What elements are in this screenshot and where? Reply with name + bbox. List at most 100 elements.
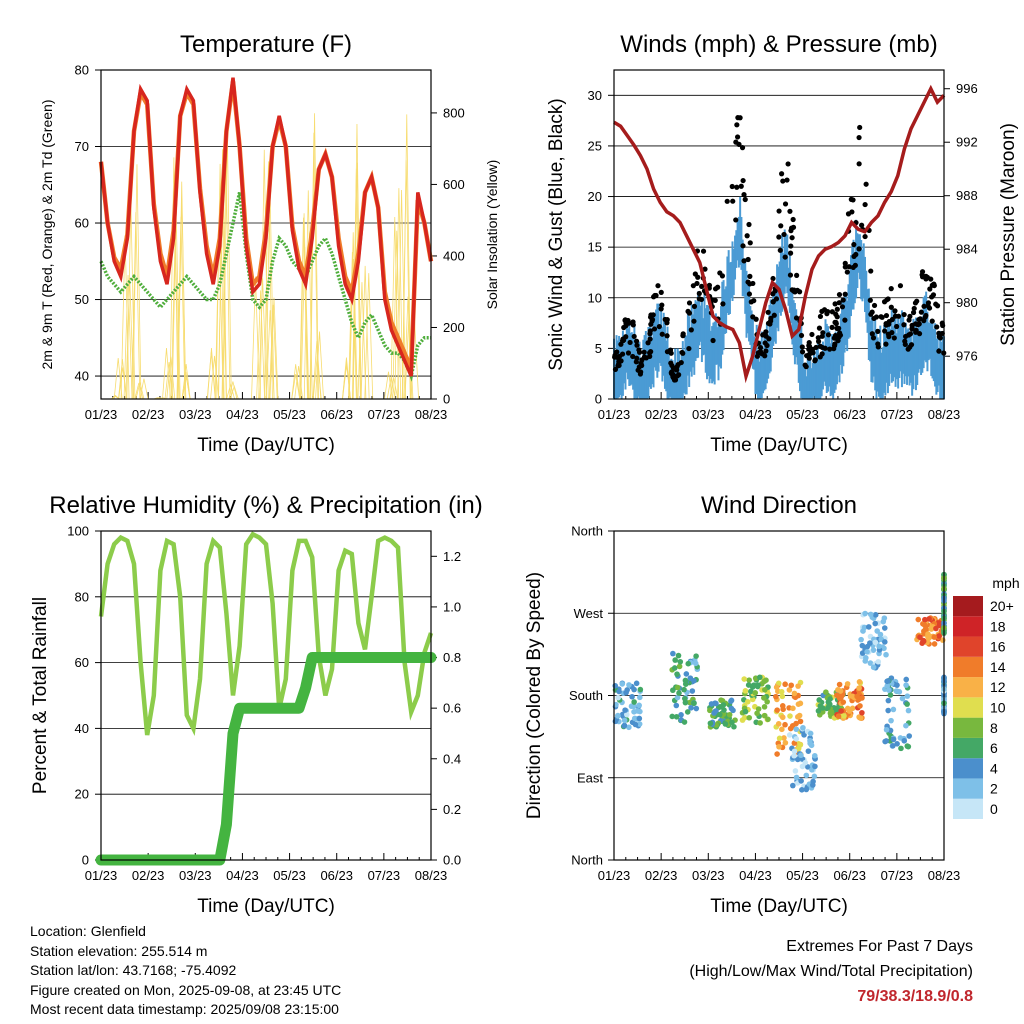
direction-point bbox=[673, 702, 680, 709]
direction-point bbox=[865, 624, 872, 630]
gust-point bbox=[916, 316, 922, 323]
direction-point bbox=[811, 773, 818, 780]
gust-point bbox=[842, 264, 848, 270]
gust-point bbox=[745, 256, 751, 263]
chart-title: Wind Direction bbox=[701, 492, 857, 519]
gust-point bbox=[650, 312, 656, 318]
gust-point bbox=[674, 367, 680, 373]
gust-point bbox=[812, 358, 818, 364]
solar-spike bbox=[299, 213, 309, 400]
direction-point bbox=[920, 637, 926, 644]
gust-point bbox=[910, 309, 917, 316]
gust-point bbox=[734, 184, 740, 190]
gust-point bbox=[901, 311, 907, 318]
direction-point bbox=[775, 721, 782, 727]
gust-point bbox=[842, 260, 848, 266]
gust-point bbox=[793, 315, 800, 321]
direction-point bbox=[867, 660, 874, 666]
direction-point bbox=[776, 735, 783, 742]
panel-2: Winds (mph) & Pressure (mb) 01/23 02/23 03/… bbox=[546, 31, 1019, 456]
gust-point bbox=[729, 183, 735, 190]
gust-point bbox=[806, 355, 812, 361]
gust-point bbox=[623, 323, 629, 329]
gust-point bbox=[781, 231, 787, 238]
colorbar-label: 16 bbox=[990, 639, 1006, 655]
gust-point bbox=[715, 284, 721, 290]
gust-point bbox=[776, 234, 782, 240]
x-tick-label: 01/23 bbox=[598, 407, 631, 422]
y2-tick-label: 0.0 bbox=[443, 853, 461, 868]
gust-point bbox=[696, 290, 702, 297]
gust-point bbox=[787, 250, 794, 256]
x-tick-label: 04/23 bbox=[226, 407, 259, 422]
y2-tick-label: 0 bbox=[443, 392, 450, 407]
direction-point bbox=[685, 660, 692, 667]
gust-point bbox=[633, 338, 640, 344]
x-tick-label: 04/23 bbox=[739, 407, 772, 422]
direction-point bbox=[761, 695, 767, 701]
direction-point bbox=[754, 710, 760, 717]
direction-point bbox=[678, 712, 684, 718]
direction-point bbox=[798, 778, 804, 784]
direction-point bbox=[903, 682, 909, 688]
direction-point bbox=[636, 721, 643, 727]
direction-point bbox=[815, 708, 822, 714]
gust-point bbox=[710, 337, 716, 344]
direction-point bbox=[776, 743, 782, 750]
direction-point bbox=[741, 676, 748, 682]
solar-spike bbox=[226, 383, 235, 400]
y-tick-label: 0 bbox=[82, 853, 89, 868]
gust-point bbox=[936, 334, 942, 340]
y2-tick-label: 988 bbox=[956, 188, 978, 203]
y2-tick-label: 0.6 bbox=[443, 701, 461, 716]
gust-point bbox=[856, 161, 862, 167]
gust-point bbox=[685, 308, 691, 314]
x-tick-label: 06/23 bbox=[833, 407, 866, 422]
gust-point bbox=[819, 308, 825, 314]
x-axis-label: Time (Day/UTC) bbox=[197, 896, 335, 917]
direction-point bbox=[728, 705, 735, 712]
gust-point bbox=[927, 286, 933, 292]
solar-spike bbox=[309, 132, 319, 400]
gust-point bbox=[759, 351, 765, 357]
gust-point bbox=[883, 322, 889, 328]
gust-point bbox=[894, 323, 900, 330]
direction-point bbox=[745, 682, 752, 688]
direction-point bbox=[761, 712, 768, 719]
y2-tick-label: 984 bbox=[956, 242, 978, 257]
gust-point bbox=[669, 362, 675, 369]
solar-spike bbox=[310, 113, 319, 400]
gust-point bbox=[875, 341, 881, 347]
created-text: Figure created on Mon, 2025-09-08, at 23… bbox=[30, 981, 342, 998]
solar-spike bbox=[351, 168, 361, 400]
x-tick-label: 02/23 bbox=[645, 868, 678, 883]
gust-point bbox=[741, 258, 747, 264]
direction-point bbox=[792, 768, 799, 774]
direction-point bbox=[790, 705, 796, 712]
gust-point bbox=[885, 331, 891, 337]
direction-point bbox=[691, 700, 697, 707]
x-tick-label: 04/23 bbox=[739, 868, 772, 883]
direction-point bbox=[612, 682, 619, 689]
gust-point bbox=[739, 144, 746, 151]
solar-spike bbox=[357, 282, 367, 400]
temp-2m-line bbox=[99, 77, 433, 377]
solar-spike bbox=[177, 198, 187, 400]
precip-line bbox=[95, 652, 437, 866]
direction-point bbox=[761, 704, 768, 710]
direction-point bbox=[805, 748, 812, 754]
gust-point bbox=[692, 271, 698, 277]
gust-point bbox=[765, 309, 771, 315]
direction-point bbox=[671, 665, 678, 671]
gust-point bbox=[873, 314, 880, 320]
direction-point bbox=[676, 663, 683, 670]
x-tick-label: 06/23 bbox=[320, 407, 353, 422]
gust-point bbox=[746, 291, 753, 297]
gust-point bbox=[724, 198, 730, 204]
panel-1: Temperature (F) 01/23 02/23 03/23 04/23 05/23… bbox=[39, 31, 500, 456]
y2-tick-label: 600 bbox=[443, 177, 465, 192]
direction-point bbox=[803, 786, 810, 793]
direction-point bbox=[844, 681, 851, 687]
direction-point bbox=[835, 713, 842, 720]
direction-point bbox=[615, 694, 621, 701]
